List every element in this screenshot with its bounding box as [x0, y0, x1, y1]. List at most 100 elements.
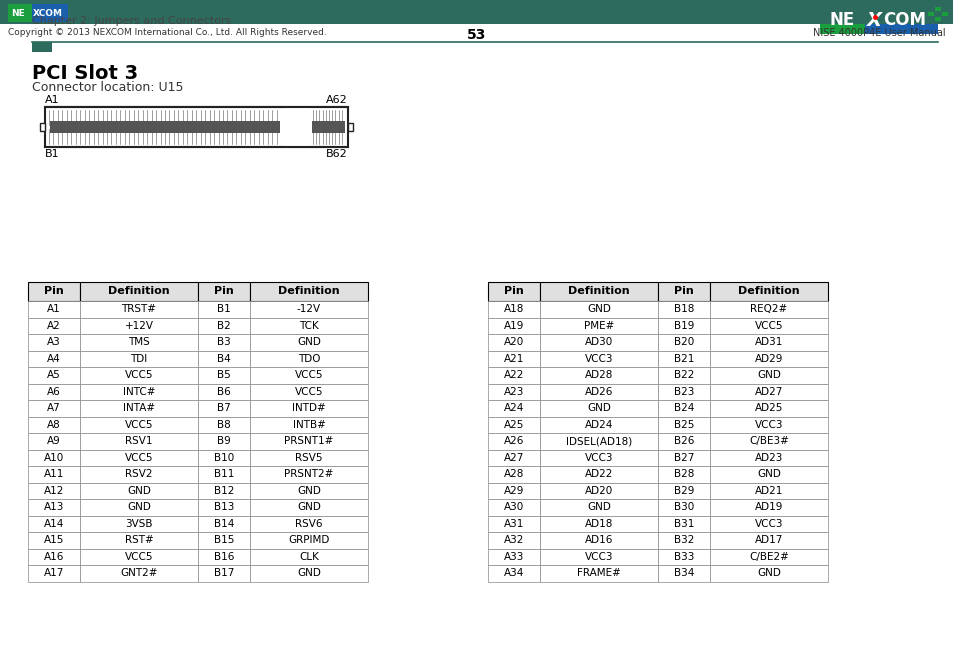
Bar: [250, 450, 368, 466]
Text: INTB#: INTB#: [293, 420, 325, 430]
Bar: [488, 417, 539, 433]
Text: Pin: Pin: [503, 286, 523, 296]
Text: AD29: AD29: [754, 353, 782, 364]
Bar: [539, 384, 658, 400]
Bar: [250, 400, 368, 417]
Bar: [80, 400, 198, 417]
Text: B22: B22: [673, 370, 694, 380]
Bar: [250, 384, 368, 400]
Text: GND: GND: [757, 370, 781, 380]
Text: B27: B27: [673, 453, 694, 463]
Bar: [658, 334, 709, 351]
Text: C/BE3#: C/BE3#: [748, 436, 788, 446]
Text: A4: A4: [47, 353, 61, 364]
Text: A32: A32: [503, 536, 523, 545]
Text: B15: B15: [213, 536, 233, 545]
Text: GND: GND: [296, 569, 320, 578]
Text: B11: B11: [213, 469, 233, 479]
Bar: [658, 384, 709, 400]
Text: Definition: Definition: [568, 286, 629, 296]
Text: AD27: AD27: [754, 387, 782, 396]
Text: VCC5: VCC5: [754, 321, 782, 331]
Bar: [80, 548, 198, 565]
Text: B13: B13: [213, 502, 233, 512]
Text: B4: B4: [217, 353, 231, 364]
Text: AD19: AD19: [754, 502, 782, 512]
Text: PME#: PME#: [583, 321, 614, 331]
Bar: [539, 532, 658, 548]
Text: A13: A13: [44, 502, 64, 512]
Text: A7: A7: [47, 403, 61, 413]
Text: Chapter 2: Jumpers and Connectors: Chapter 2: Jumpers and Connectors: [32, 16, 231, 26]
Text: AD30: AD30: [584, 337, 613, 347]
Bar: [198, 565, 250, 581]
Bar: [934, 17, 940, 21]
Bar: [927, 17, 933, 21]
Bar: [8, 4, 32, 22]
Text: B19: B19: [673, 321, 694, 331]
Text: A27: A27: [503, 453, 523, 463]
Bar: [658, 351, 709, 367]
Bar: [658, 450, 709, 466]
Bar: [488, 317, 539, 334]
Text: A9: A9: [47, 436, 61, 446]
Text: A31: A31: [503, 519, 523, 529]
Text: B31: B31: [673, 519, 694, 529]
Text: TCK: TCK: [299, 321, 318, 331]
Bar: [488, 334, 539, 351]
Text: VCC3: VCC3: [754, 420, 782, 430]
Bar: [658, 317, 709, 334]
Bar: [709, 400, 827, 417]
Text: AD18: AD18: [584, 519, 613, 529]
Text: GRPIMD: GRPIMD: [288, 536, 330, 545]
Bar: [80, 367, 198, 384]
Text: B26: B26: [673, 436, 694, 446]
Text: RSV5: RSV5: [294, 453, 322, 463]
Text: B14: B14: [213, 519, 233, 529]
Text: A25: A25: [503, 420, 523, 430]
Text: VCC3: VCC3: [584, 453, 613, 463]
Text: B30: B30: [673, 502, 694, 512]
Text: VCC5: VCC5: [294, 387, 323, 396]
Bar: [488, 548, 539, 565]
Bar: [709, 548, 827, 565]
Bar: [250, 417, 368, 433]
Bar: [28, 334, 80, 351]
Bar: [80, 301, 198, 317]
Bar: [539, 565, 658, 581]
Bar: [658, 565, 709, 581]
Text: A10: A10: [44, 453, 64, 463]
Bar: [250, 499, 368, 515]
Bar: [198, 532, 250, 548]
Text: XCOM: XCOM: [33, 9, 63, 17]
Bar: [709, 515, 827, 532]
Bar: [198, 367, 250, 384]
Text: B33: B33: [673, 552, 694, 562]
Text: GND: GND: [127, 502, 151, 512]
Text: VCC5: VCC5: [125, 453, 153, 463]
Text: INTC#: INTC#: [123, 387, 155, 396]
Bar: [312, 121, 345, 133]
Text: NE: NE: [11, 9, 25, 17]
Bar: [198, 417, 250, 433]
Bar: [927, 7, 933, 11]
Text: VCC5: VCC5: [294, 370, 323, 380]
Bar: [709, 450, 827, 466]
Text: GND: GND: [757, 569, 781, 578]
Bar: [198, 515, 250, 532]
Text: A1: A1: [45, 95, 59, 105]
Text: Pin: Pin: [213, 286, 233, 296]
Bar: [658, 482, 709, 499]
Bar: [80, 565, 198, 581]
Bar: [539, 367, 658, 384]
Bar: [941, 7, 947, 11]
Bar: [28, 433, 80, 450]
Bar: [658, 433, 709, 450]
Text: B3: B3: [217, 337, 231, 347]
Text: A8: A8: [47, 420, 61, 430]
Bar: [488, 433, 539, 450]
Bar: [80, 351, 198, 367]
Text: AD25: AD25: [754, 403, 782, 413]
Text: 53: 53: [467, 28, 486, 42]
Text: Definition: Definition: [278, 286, 339, 296]
